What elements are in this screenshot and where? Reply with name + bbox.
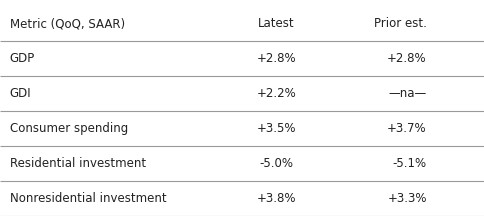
Text: +2.8%: +2.8% (256, 52, 296, 65)
Text: Metric (QoQ, SAAR): Metric (QoQ, SAAR) (10, 17, 124, 30)
Text: GDI: GDI (10, 87, 31, 100)
Text: +2.2%: +2.2% (256, 87, 296, 100)
Text: -5.1%: -5.1% (392, 157, 426, 170)
Text: Latest: Latest (257, 17, 294, 30)
Text: +3.3%: +3.3% (387, 192, 426, 205)
Text: —na—: —na— (388, 87, 426, 100)
Text: +3.7%: +3.7% (386, 122, 426, 135)
Text: GDP: GDP (10, 52, 35, 65)
Text: Prior est.: Prior est. (373, 17, 426, 30)
Text: Consumer spending: Consumer spending (10, 122, 128, 135)
Text: +3.8%: +3.8% (256, 192, 296, 205)
Text: -5.0%: -5.0% (259, 157, 293, 170)
Text: +3.5%: +3.5% (256, 122, 296, 135)
Text: Residential investment: Residential investment (10, 157, 146, 170)
Text: +2.8%: +2.8% (386, 52, 426, 65)
Text: Nonresidential investment: Nonresidential investment (10, 192, 166, 205)
